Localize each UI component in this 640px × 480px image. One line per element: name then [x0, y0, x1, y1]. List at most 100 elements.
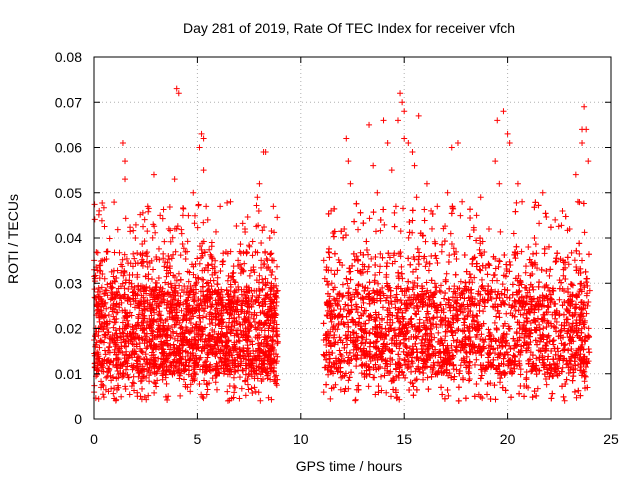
roti-point [516, 390, 523, 397]
roti-point [545, 353, 552, 360]
roti-point [129, 323, 136, 330]
roti-point [249, 389, 256, 396]
roti-point [100, 368, 107, 375]
roti-point [127, 228, 134, 235]
roti-point [218, 286, 225, 293]
roti-point [99, 391, 106, 398]
roti-point [203, 358, 210, 365]
roti-point [142, 351, 149, 358]
roti-point [470, 255, 477, 262]
roti-point [100, 394, 107, 401]
roti-point [183, 289, 190, 296]
roti-point [106, 343, 113, 350]
roti-point [112, 327, 119, 334]
roti-point [170, 292, 177, 299]
roti-point [127, 260, 134, 267]
roti-point [206, 246, 213, 253]
roti-point [559, 364, 566, 371]
roti-point [180, 376, 187, 383]
roti-point [438, 248, 445, 255]
roti-point [262, 351, 269, 358]
roti-point [142, 273, 149, 280]
roti-point [503, 331, 510, 338]
roti-point [218, 323, 225, 330]
roti-point [161, 367, 168, 374]
roti-point [164, 397, 171, 404]
roti-point [272, 275, 279, 282]
roti-point [212, 322, 219, 329]
roti-point [251, 318, 258, 325]
roti-point [479, 282, 486, 289]
roti-point [125, 321, 132, 328]
roti-point [201, 324, 208, 331]
roti-point [191, 308, 198, 315]
roti-point [155, 245, 162, 252]
roti-point [224, 277, 231, 284]
roti-point [164, 341, 171, 348]
roti-point [414, 275, 421, 282]
roti-point [493, 326, 500, 333]
roti-point [129, 263, 136, 270]
roti-point [549, 390, 556, 397]
roti-point [167, 334, 174, 341]
roti-point [96, 344, 103, 351]
roti-point [478, 276, 485, 283]
roti-point [409, 207, 416, 214]
roti-point [99, 270, 106, 277]
roti-point [262, 281, 269, 288]
roti-point [196, 356, 203, 363]
roti-point [140, 223, 147, 230]
roti-point [222, 353, 229, 360]
roti-point [212, 349, 219, 356]
roti-point [169, 234, 176, 241]
roti-point [237, 250, 244, 257]
roti-point [197, 318, 204, 325]
roti-point [171, 274, 178, 281]
roti-point [124, 363, 131, 370]
roti-point [564, 254, 571, 261]
roti-point [106, 349, 113, 356]
roti-point [421, 206, 428, 213]
roti-point [105, 311, 112, 318]
roti-point [144, 319, 151, 326]
roti-point [135, 313, 142, 320]
roti-point [152, 229, 159, 236]
roti-point [231, 389, 238, 396]
roti-point [141, 285, 148, 292]
roti-point [107, 280, 114, 287]
roti-point [503, 310, 510, 317]
roti-point [242, 392, 249, 399]
roti-point [190, 313, 197, 320]
roti-point [543, 214, 550, 221]
roti-point [425, 267, 432, 274]
roti-point [400, 348, 407, 355]
roti-point [206, 338, 213, 345]
roti-point [120, 272, 127, 279]
roti-point [244, 381, 251, 388]
roti-point [145, 208, 152, 215]
roti-point [113, 309, 120, 316]
roti-point [201, 338, 208, 345]
roti-point [187, 288, 194, 295]
roti-point [200, 293, 207, 300]
roti-point [167, 269, 174, 276]
roti-point [327, 395, 334, 402]
roti-point [194, 274, 201, 281]
roti-point [205, 332, 212, 339]
roti-point [208, 304, 215, 311]
roti-point [185, 292, 192, 299]
roti-point [138, 375, 145, 382]
roti-point [264, 257, 271, 264]
roti-point [234, 301, 241, 308]
roti-point [106, 235, 113, 242]
roti-point [237, 270, 244, 277]
roti-point [230, 293, 237, 300]
roti-point [171, 287, 178, 294]
roti-point [95, 285, 102, 292]
roti-point [467, 214, 474, 221]
roti-point [137, 378, 144, 385]
roti-point [125, 286, 132, 293]
roti-point [180, 245, 187, 252]
roti-point [204, 343, 211, 350]
roti-point [162, 259, 169, 266]
